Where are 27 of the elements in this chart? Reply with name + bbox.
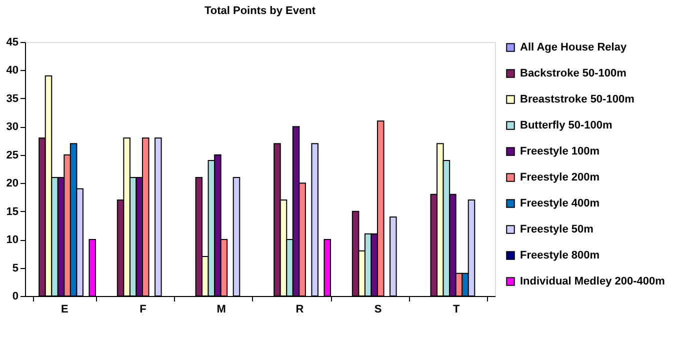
x-tick-label: M: [216, 304, 226, 316]
legend-label: Freestyle 50m: [520, 224, 594, 236]
legend-label: Breaststroke 50-100m: [520, 94, 635, 106]
legend-label: Freestyle 200m: [520, 172, 600, 184]
legend-label: Freestyle 400m: [520, 198, 600, 210]
y-tick-label: 40: [6, 64, 18, 77]
x-tick-label: R: [296, 304, 304, 316]
x-tick-label: T: [452, 304, 460, 316]
legend-label: Individual Medley 200-400m: [520, 276, 666, 288]
x-tick-label: F: [140, 304, 147, 316]
y-tick-label: 45: [6, 36, 18, 48]
y-tick-label: 35: [6, 92, 18, 105]
y-tick-label: 15: [6, 206, 18, 218]
legend-label: Backstroke 50-100m: [520, 68, 627, 80]
y-tick-label: 5: [12, 262, 18, 274]
legend-label: Freestyle 800m: [520, 250, 600, 262]
y-tick-label: 25: [6, 149, 18, 162]
legend-label: Butterfly 50-100m: [520, 120, 613, 132]
x-tick-label: E: [60, 304, 68, 316]
legend-label: Freestyle 100m: [520, 146, 600, 158]
y-tick-label: 20: [6, 178, 18, 190]
y-tick-label: 10: [6, 234, 18, 246]
x-tick-label: S: [374, 304, 382, 316]
y-tick-label: 0: [12, 290, 18, 302]
chart-title: Total Points by Event: [204, 5, 316, 17]
legend-label: All Age House Relay: [520, 42, 628, 54]
y-tick-label: 30: [6, 121, 18, 134]
